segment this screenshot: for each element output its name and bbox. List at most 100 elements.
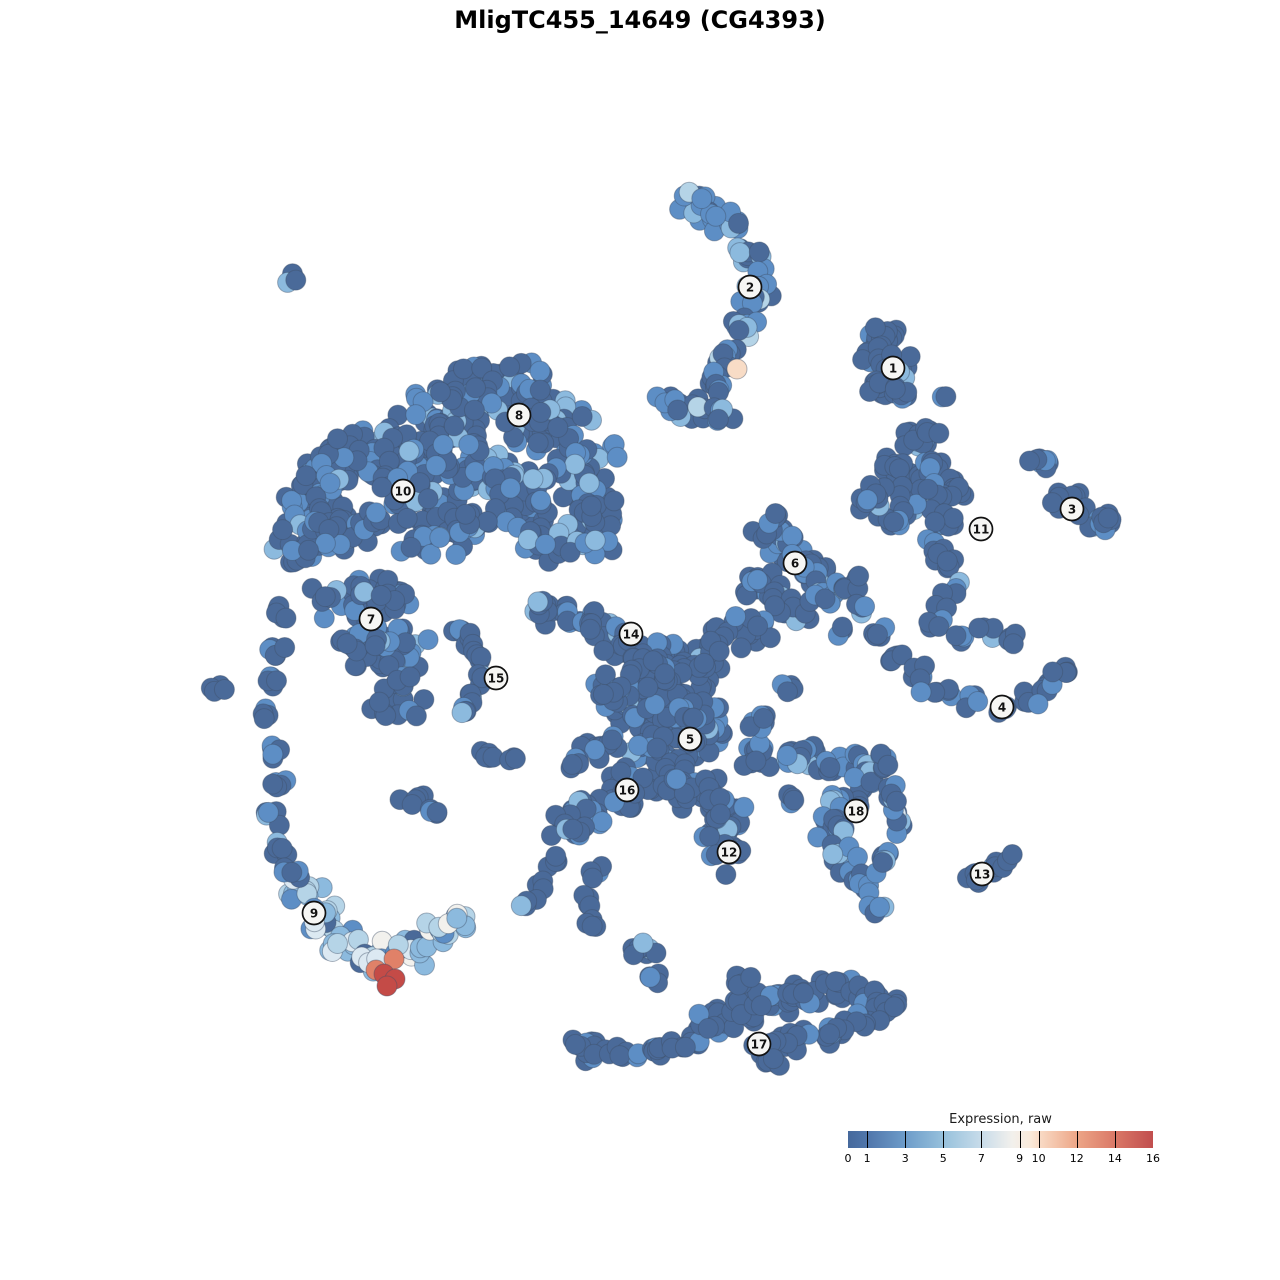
cluster-label-circle xyxy=(1059,496,1085,522)
cell-dot xyxy=(401,794,423,815)
cell-dot xyxy=(728,212,749,234)
cell-dot xyxy=(398,440,420,462)
cell-dot xyxy=(417,629,439,651)
cell-dot xyxy=(262,743,284,765)
cell-dot xyxy=(420,543,442,565)
cell-dot xyxy=(883,996,905,1018)
cluster-label-text: 12 xyxy=(721,846,738,860)
cluster-label-circle xyxy=(618,621,644,647)
cell-dot xyxy=(1001,844,1023,865)
cell-dot xyxy=(295,465,317,487)
cell-dot xyxy=(429,381,451,403)
cell-dot xyxy=(559,541,581,563)
cell-dot xyxy=(399,666,421,688)
cell-dot xyxy=(707,408,729,430)
cell-dot xyxy=(353,581,375,603)
cell-dot xyxy=(967,691,989,712)
cell-dot xyxy=(298,539,319,561)
cell-dot xyxy=(688,1003,710,1025)
cell-dot xyxy=(628,735,649,756)
cluster-label-text: 7 xyxy=(367,613,375,627)
cell-dot xyxy=(814,588,836,610)
cell-dot xyxy=(642,650,664,672)
legend-tick-label: 16 xyxy=(1146,1152,1160,1165)
cell-dot xyxy=(765,503,786,524)
cluster-label-16: 16 xyxy=(614,777,640,803)
cluster-label-circle xyxy=(968,516,994,542)
cell-dot xyxy=(747,569,768,591)
cell-dot xyxy=(928,422,950,444)
cell-dot xyxy=(693,652,715,674)
cluster-label-text: 18 xyxy=(848,805,865,819)
cell-dot xyxy=(872,851,894,873)
cluster-label-15: 15 xyxy=(483,665,509,691)
cell-dot xyxy=(942,507,964,529)
cluster-label-circle xyxy=(301,900,327,926)
cell-dot xyxy=(584,529,606,551)
cluster-label-1: 1 xyxy=(880,355,906,381)
cell-dot xyxy=(371,476,393,498)
cell-dot xyxy=(1041,492,1063,514)
cell-dot xyxy=(564,453,586,475)
cell-dot xyxy=(429,527,451,548)
cluster-label-5: 5 xyxy=(677,726,703,752)
cell-dot xyxy=(1097,507,1119,529)
cell-dot xyxy=(458,434,480,456)
legend-tick-line xyxy=(1114,1131,1116,1148)
cell-dot xyxy=(451,702,473,724)
cluster-label-text: 9 xyxy=(310,907,318,921)
cluster-label-13: 13 xyxy=(969,861,995,887)
cell-dot xyxy=(593,640,615,662)
cell-dot xyxy=(327,933,348,954)
cell-dot xyxy=(740,966,762,988)
cell-dot xyxy=(417,488,439,510)
legend-tick-label: 10 xyxy=(1031,1152,1046,1165)
cell-dot xyxy=(822,843,844,865)
legend-tick-line xyxy=(1076,1131,1078,1148)
cell-dot xyxy=(886,790,907,812)
cell-dot xyxy=(579,618,601,640)
cluster-label-circle xyxy=(880,355,906,381)
cell-dot xyxy=(699,826,721,848)
cluster-label-17: 17 xyxy=(746,1031,772,1057)
cluster-label-text: 17 xyxy=(751,1038,768,1052)
cell-dot xyxy=(527,432,549,454)
cell-dot xyxy=(759,627,781,649)
cluster-label-text: 11 xyxy=(973,523,990,537)
cluster-label-circle xyxy=(843,798,869,824)
legend-tick-line xyxy=(1038,1131,1040,1148)
cell-dot xyxy=(1002,633,1024,655)
legend-tick-label: 3 xyxy=(901,1152,909,1165)
cell-dot xyxy=(1019,450,1040,472)
cell-dot xyxy=(504,748,526,770)
cell-dot xyxy=(682,707,704,729)
cluster-label-text: 5 xyxy=(686,733,694,747)
cell-dot xyxy=(581,915,603,937)
cluster-label-7: 7 xyxy=(358,606,384,632)
cell-dot xyxy=(455,503,477,525)
cluster-label-circle xyxy=(737,274,763,300)
legend-tick-line xyxy=(943,1131,945,1148)
cell-dot xyxy=(745,750,767,772)
cell-dot xyxy=(819,1023,841,1045)
cell-dot xyxy=(708,640,730,662)
cell-dot xyxy=(848,565,870,587)
cell-dot xyxy=(709,803,731,825)
cell-dot xyxy=(592,683,614,705)
cell-dot xyxy=(831,616,853,638)
cell-dot xyxy=(578,472,600,494)
cell-dot xyxy=(580,495,602,517)
cluster-label-circle xyxy=(390,478,416,504)
cell-dot xyxy=(530,489,552,511)
cell-dot xyxy=(867,623,888,645)
cell-dot xyxy=(405,705,427,727)
cell-dot xyxy=(272,519,294,541)
cell-dot xyxy=(753,707,774,729)
cluster-label-9: 9 xyxy=(301,900,327,926)
cell-dot xyxy=(667,399,689,421)
cell-dot xyxy=(646,737,668,759)
cell-dot xyxy=(266,670,287,692)
cluster-label-4: 4 xyxy=(989,694,1015,720)
legend-tick-line xyxy=(905,1131,907,1148)
